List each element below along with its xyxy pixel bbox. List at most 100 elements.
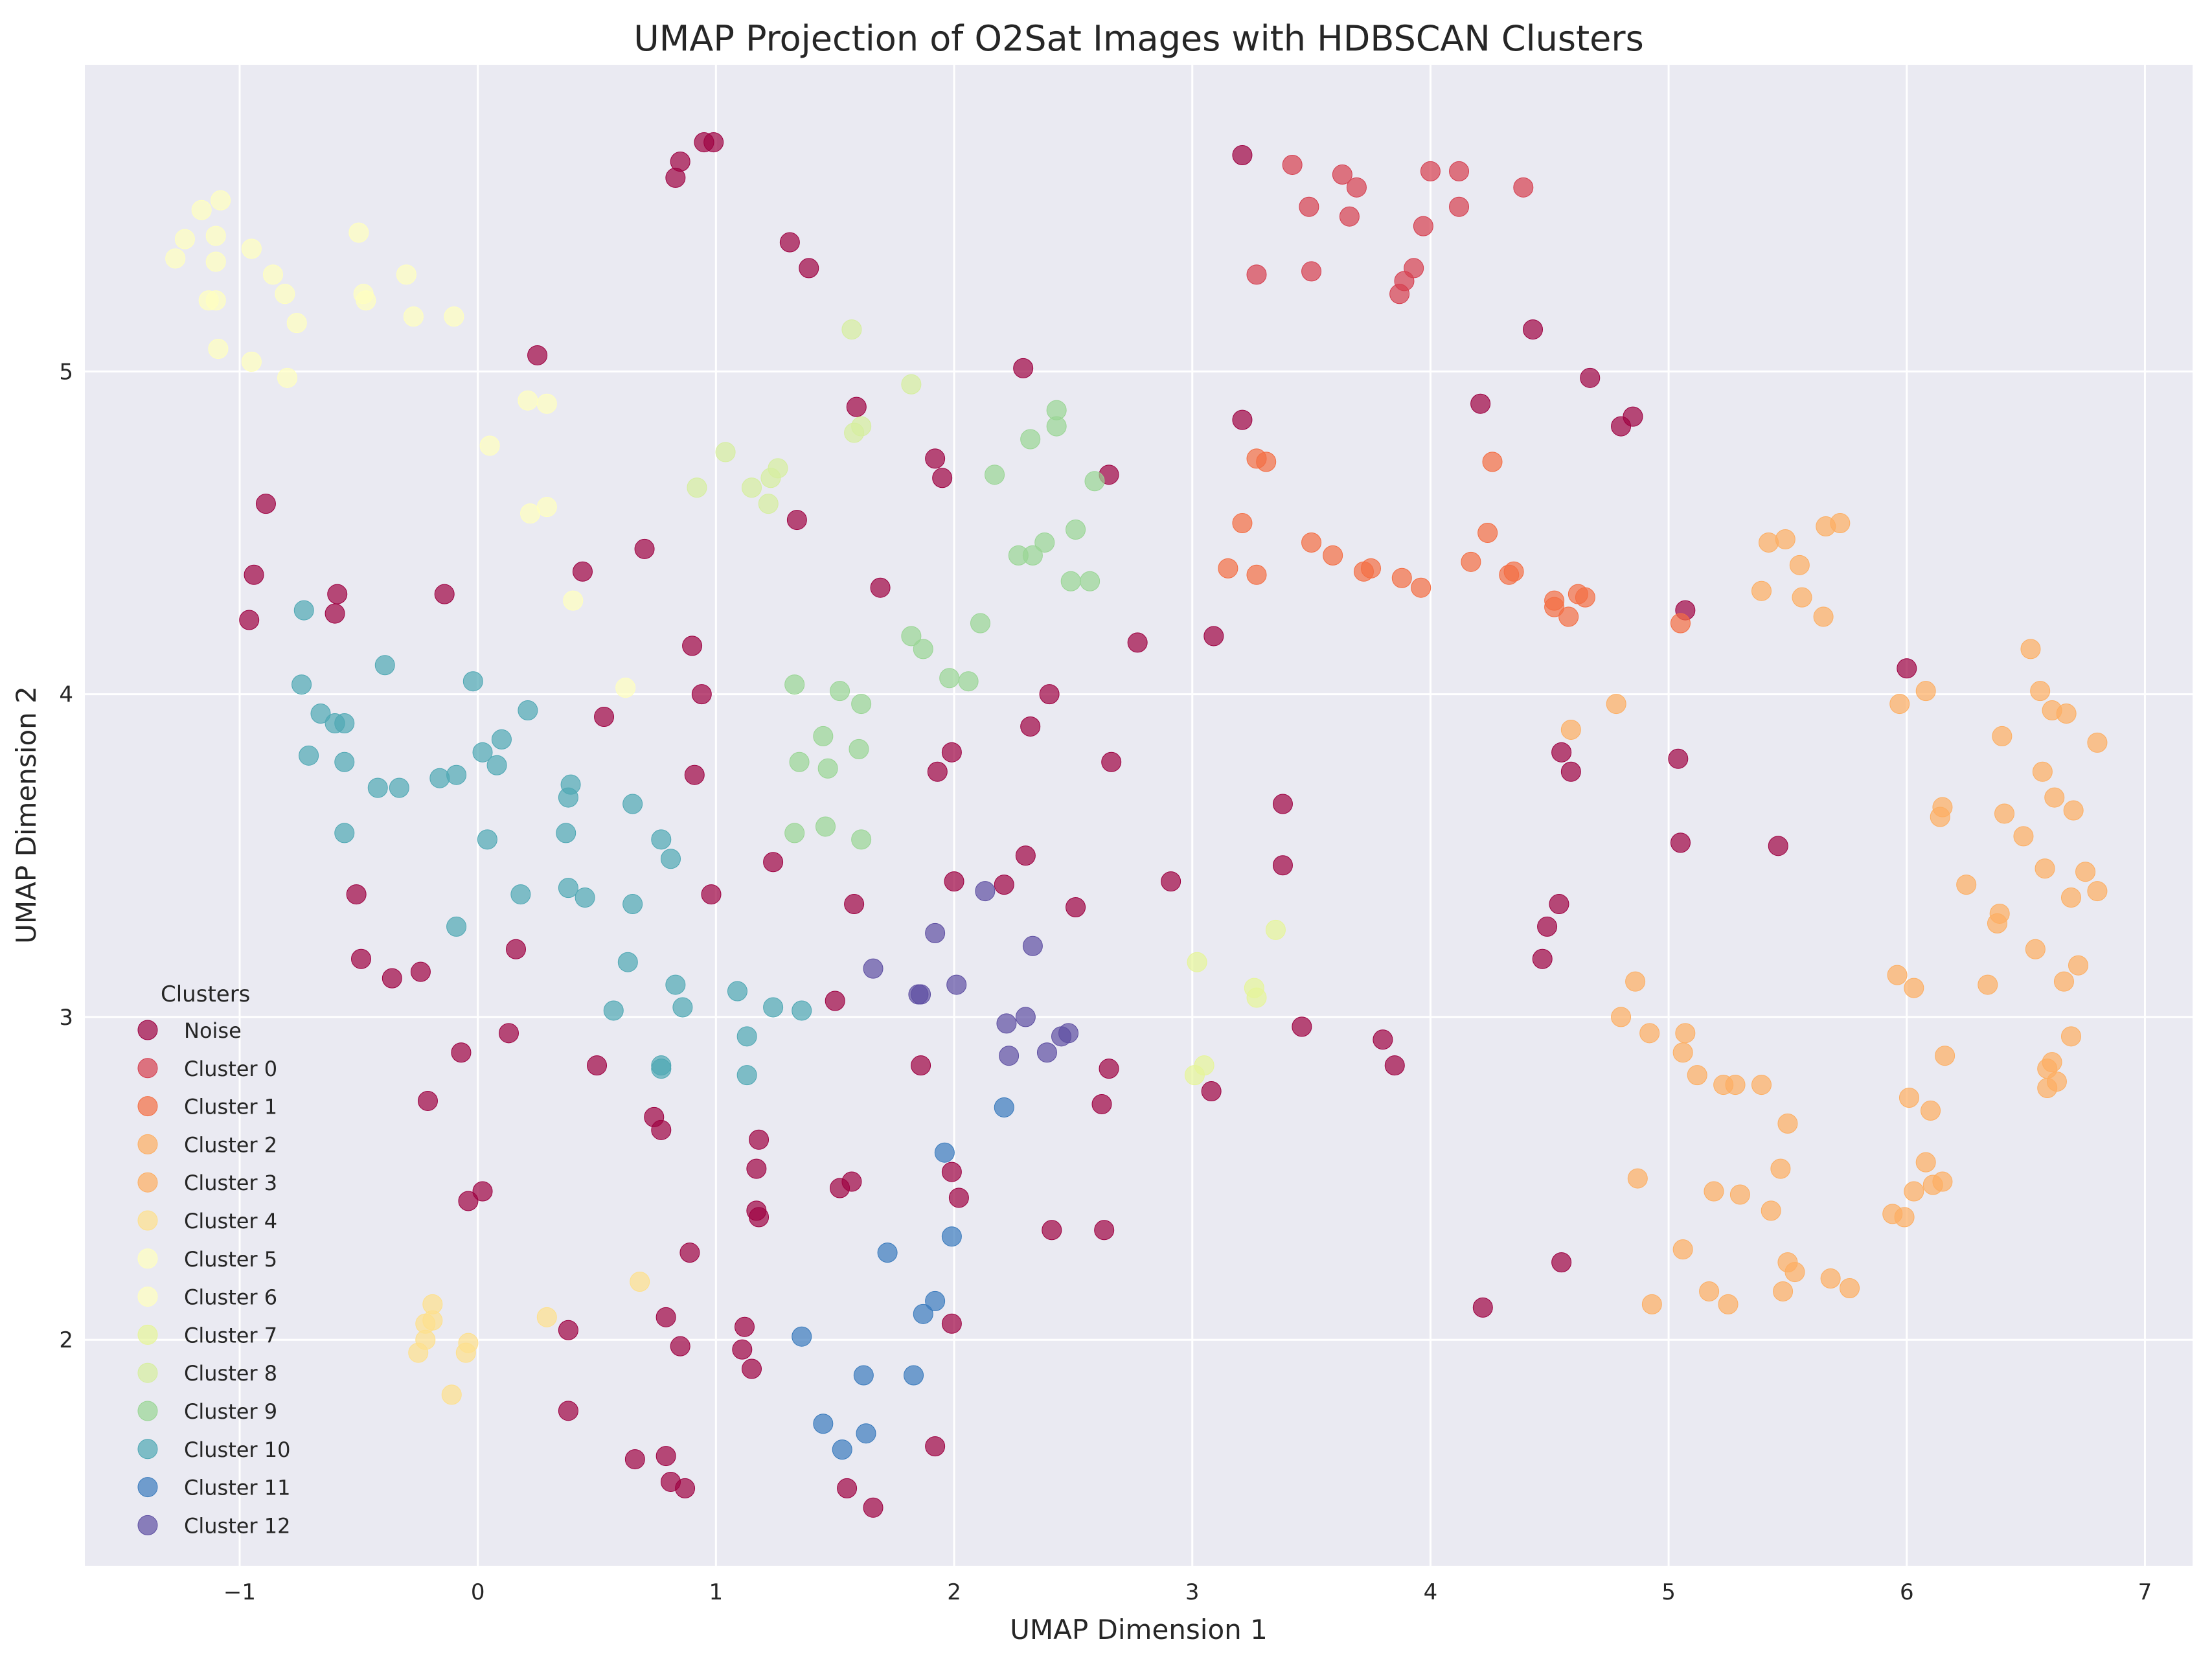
data-point <box>1887 965 1908 985</box>
data-point <box>1930 807 1950 827</box>
data-point <box>1544 597 1565 617</box>
data-point <box>715 442 736 463</box>
data-point <box>1449 196 1470 217</box>
data-point <box>925 1436 946 1457</box>
data-point <box>813 1414 834 1434</box>
data-point <box>1956 875 1977 895</box>
legend-marker <box>137 1324 158 1345</box>
data-point <box>408 1342 429 1363</box>
data-point <box>911 1055 931 1076</box>
legend-marker <box>137 1362 158 1383</box>
data-point <box>1639 1023 1660 1044</box>
data-point <box>813 726 834 746</box>
data-point <box>1008 545 1029 566</box>
data-point <box>675 1478 696 1498</box>
data-point <box>396 264 416 285</box>
data-point <box>736 1065 757 1086</box>
data-point <box>455 1342 476 1363</box>
data-point <box>1625 971 1646 992</box>
data-point <box>877 1243 898 1263</box>
data-point <box>1477 523 1498 544</box>
data-point <box>563 590 584 611</box>
data-point <box>1687 1065 1707 1086</box>
data-point <box>325 603 345 624</box>
data-point <box>1889 694 1910 715</box>
data-point <box>863 958 884 979</box>
data-point <box>624 1449 645 1470</box>
data-point <box>1915 1152 1936 1173</box>
data-point <box>441 1384 462 1405</box>
data-point <box>1558 606 1579 627</box>
data-point <box>1020 716 1041 737</box>
legend-marker <box>137 1477 158 1498</box>
data-point <box>1232 409 1253 430</box>
data-point <box>786 510 807 531</box>
data-point <box>763 852 784 873</box>
data-point <box>975 881 996 902</box>
legend-item: Cluster 2 <box>137 1132 277 1157</box>
legend-marker <box>137 1515 158 1535</box>
data-point <box>1272 855 1293 876</box>
data-point <box>1611 1007 1632 1027</box>
x-tick-label: 2 <box>947 1579 961 1605</box>
data-point <box>970 613 990 634</box>
data-point <box>665 167 686 188</box>
data-point <box>1932 1171 1953 1192</box>
grid <box>85 65 2193 1566</box>
data-point <box>913 1303 933 1324</box>
data-point <box>1301 261 1322 282</box>
data-point <box>701 884 722 905</box>
data-point <box>734 1316 755 1337</box>
legend-item: Noise <box>137 1018 242 1043</box>
data-point <box>1699 1281 1720 1301</box>
data-point <box>1020 429 1041 450</box>
data-point <box>558 787 578 808</box>
data-point <box>684 764 705 785</box>
data-point <box>1084 471 1105 492</box>
data-point <box>374 655 395 676</box>
data-point <box>477 829 497 850</box>
series-cluster-1 <box>1218 448 1691 634</box>
data-point <box>1704 1181 1724 1202</box>
data-point <box>1813 606 1834 627</box>
data-point <box>334 751 355 772</box>
legend: Clusters Noise Cluster 0 Cluster 1 Cluster … <box>137 981 290 1538</box>
data-point <box>351 948 372 969</box>
data-point <box>1978 974 1998 995</box>
data-point <box>651 1119 672 1140</box>
data-point <box>558 1401 578 1421</box>
data-point <box>941 1162 962 1182</box>
data-point <box>1921 1100 1941 1121</box>
data-point <box>1729 1184 1750 1205</box>
data-point <box>472 1181 493 1202</box>
legend-label: Cluster 12 <box>184 1513 290 1538</box>
data-point <box>594 707 615 727</box>
data-point <box>1339 206 1360 227</box>
data-point <box>244 564 264 585</box>
data-point <box>789 751 810 772</box>
x-axis-ticks: −1 0 1 2 3 4 5 6 7 <box>223 1579 2152 1605</box>
legend-label: Noise <box>184 1018 242 1043</box>
data-point <box>1789 555 1810 575</box>
data-point <box>948 1187 969 1208</box>
data-point <box>784 823 805 843</box>
data-point <box>2087 732 2108 753</box>
data-point <box>779 232 800 253</box>
data-point <box>389 777 409 798</box>
legend-marker <box>137 1439 158 1460</box>
data-point <box>1775 529 1796 549</box>
data-point <box>1413 216 1433 236</box>
legend-marker <box>137 1172 158 1193</box>
legend-title: Clusters <box>161 981 250 1007</box>
data-point <box>575 888 595 908</box>
data-point <box>262 264 283 285</box>
legend-label: Cluster 11 <box>184 1476 290 1500</box>
legend-item: Cluster 6 <box>137 1285 277 1310</box>
data-point <box>911 984 931 1005</box>
data-point <box>446 764 467 785</box>
legend-marker <box>137 1401 158 1421</box>
data-point <box>353 284 374 304</box>
series-cluster-9 <box>784 400 1105 850</box>
data-point <box>939 668 960 689</box>
